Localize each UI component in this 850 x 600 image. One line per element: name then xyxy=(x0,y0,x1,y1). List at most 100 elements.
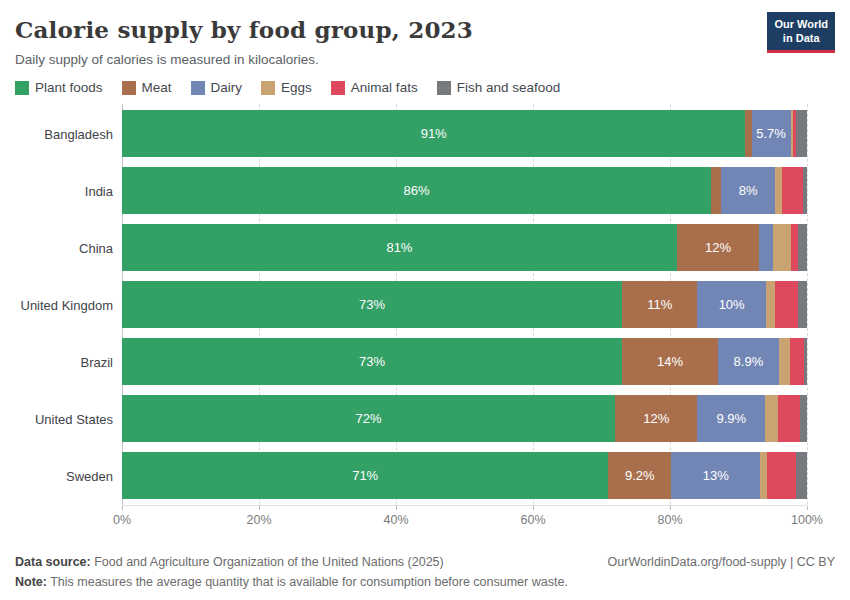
data-source-label: Data source: xyxy=(15,555,91,569)
note-text: This measures the average quantity that … xyxy=(47,575,568,589)
legend: Plant foods Meat Dairy Eggs Animal fats Fish … xyxy=(15,80,835,95)
bar-segment-meat[interactable]: 12% xyxy=(677,224,759,271)
bar-segment-eggs[interactable] xyxy=(765,395,777,442)
legend-label: Plant foods xyxy=(35,80,103,95)
bar-segment-meat[interactable]: 9.2% xyxy=(608,452,671,499)
data-source-line: Data source: Food and Agriculture Organi… xyxy=(15,552,568,572)
bar-segment-eggs[interactable] xyxy=(773,224,791,271)
bar-segment-fish-and-seafood[interactable] xyxy=(800,395,807,442)
legend-label: Dairy xyxy=(211,80,243,95)
bar-segment-plant-foods[interactable]: 73% xyxy=(122,281,622,328)
legend-swatch-plant-foods xyxy=(15,81,29,95)
page-title: Calorie supply by food group, 2023 xyxy=(15,16,835,43)
note-line: Note: This measures the average quantity… xyxy=(15,572,568,592)
bar-segment-animal-fats[interactable] xyxy=(778,395,801,442)
tick-label-0: 0% xyxy=(113,513,131,527)
bar-value-label: 9.2% xyxy=(625,468,655,483)
owid-logo-line1: Our World xyxy=(774,18,828,32)
tick-label-80: 80% xyxy=(657,513,682,527)
country-label: India xyxy=(85,183,113,198)
legend-item-meat: Meat xyxy=(122,80,172,95)
bar-segment-dairy[interactable]: 5.7% xyxy=(752,110,791,157)
bar-segment-meat[interactable]: 12% xyxy=(615,395,697,442)
bar-segment-dairy[interactable] xyxy=(759,224,773,271)
bar-segment-eggs[interactable] xyxy=(760,452,767,499)
country-label: Bangladesh xyxy=(44,126,113,141)
bar-segment-dairy[interactable]: 8.9% xyxy=(718,338,779,385)
note-label: Note: xyxy=(15,575,47,589)
owid-logo[interactable]: Our World in Data xyxy=(767,12,835,53)
bar-segment-fish-and-seafood[interactable] xyxy=(798,281,807,328)
legend-item-plant-foods: Plant foods xyxy=(15,80,103,95)
bar-segment-fish-and-seafood[interactable] xyxy=(798,224,807,271)
bar-segment-meat[interactable] xyxy=(711,167,721,214)
legend-item-dairy: Dairy xyxy=(191,80,243,95)
owid-logo-line2: in Data xyxy=(774,32,828,46)
bar-value-label: 86% xyxy=(404,183,430,198)
bar-value-label: 13% xyxy=(703,468,729,483)
bar-row-brazil: Brazil73%14%8.9% xyxy=(122,338,807,385)
bar-value-label: 71% xyxy=(352,468,378,483)
bar-segment-animal-fats[interactable] xyxy=(775,281,798,328)
bar-segment-meat[interactable]: 11% xyxy=(622,281,697,328)
bar-segment-animal-fats[interactable] xyxy=(767,452,796,499)
bar-value-label: 81% xyxy=(386,240,412,255)
legend-swatch-dairy xyxy=(191,81,205,95)
bar-segment-dairy[interactable]: 10% xyxy=(697,281,766,328)
bar-segment-eggs[interactable] xyxy=(766,281,776,328)
owid-chart-page: Calorie supply by food group, 2023 Our W… xyxy=(0,0,850,600)
country-label: United States xyxy=(35,411,113,426)
bar-segment-animal-fats[interactable] xyxy=(790,338,804,385)
bar-value-label: 10% xyxy=(719,297,745,312)
legend-item-animal-fats: Animal fats xyxy=(331,80,418,95)
gridline-100 xyxy=(807,104,808,505)
tick-mark-0 xyxy=(122,506,123,510)
bar-segment-plant-foods[interactable]: 86% xyxy=(122,167,711,214)
bar-value-label: 9.9% xyxy=(716,411,746,426)
bar-segment-plant-foods[interactable]: 73% xyxy=(122,338,622,385)
bar-segment-plant-foods[interactable]: 91% xyxy=(122,110,745,157)
footer-source-note: Data source: Food and Agriculture Organi… xyxy=(15,552,568,592)
tick-label-60: 60% xyxy=(520,513,545,527)
bar-value-label: 8% xyxy=(739,183,758,198)
bar-row-china: China81%12% xyxy=(122,224,807,271)
legend-swatch-meat xyxy=(122,81,136,95)
legend-swatch-eggs xyxy=(261,81,275,95)
bar-segment-fish-and-seafood[interactable] xyxy=(804,338,807,385)
bar-segment-dairy[interactable]: 13% xyxy=(671,452,760,499)
tick-label-20: 20% xyxy=(246,513,271,527)
bar-segment-fish-and-seafood[interactable] xyxy=(796,110,807,157)
bar-segment-plant-foods[interactable]: 71% xyxy=(122,452,608,499)
credit-link[interactable]: OurWorldinData.org/food-supply | CC BY xyxy=(608,552,835,592)
bar-segment-plant-foods[interactable]: 72% xyxy=(122,395,615,442)
legend-item-fish-and-seafood: Fish and seafood xyxy=(437,80,561,95)
bar-value-label: 5.7% xyxy=(756,126,786,141)
legend-swatch-fish-and-seafood xyxy=(437,81,451,95)
bar-segment-animal-fats[interactable] xyxy=(782,167,803,214)
bar-segment-plant-foods[interactable]: 81% xyxy=(122,224,677,271)
tick-mark-40 xyxy=(396,506,397,510)
bar-segment-dairy[interactable]: 8% xyxy=(721,167,776,214)
stacked-bar-chart: Bangladesh91%5.7%India86%8%China81%12%Un… xyxy=(15,104,835,537)
bar-row-sweden: Sweden71%9.2%13% xyxy=(122,452,807,499)
bar-segment-eggs[interactable] xyxy=(779,338,790,385)
data-source-text: Food and Agriculture Organization of the… xyxy=(91,555,444,569)
bar-value-label: 73% xyxy=(359,297,385,312)
tick-mark-100 xyxy=(807,506,808,510)
bar-value-label: 72% xyxy=(356,411,382,426)
bar-segment-animal-fats[interactable] xyxy=(791,224,799,271)
bar-value-label: 12% xyxy=(705,240,731,255)
bar-segment-dairy[interactable]: 9.9% xyxy=(697,395,765,442)
bar-value-label: 8.9% xyxy=(734,354,764,369)
bar-segment-fish-and-seafood[interactable] xyxy=(796,452,807,499)
bar-segment-fish-and-seafood[interactable] xyxy=(803,167,807,214)
bar-value-label: 12% xyxy=(643,411,669,426)
country-label: Brazil xyxy=(80,354,113,369)
x-axis: 0%20%40%60%80%100% xyxy=(122,505,807,537)
chart-footer: Data source: Food and Agriculture Organi… xyxy=(15,552,835,592)
bar-row-india: India86%8% xyxy=(122,167,807,214)
bar-value-label: 14% xyxy=(657,354,683,369)
bar-segment-meat[interactable]: 14% xyxy=(622,338,718,385)
bar-value-label: 11% xyxy=(647,297,672,312)
legend-label: Eggs xyxy=(281,80,312,95)
